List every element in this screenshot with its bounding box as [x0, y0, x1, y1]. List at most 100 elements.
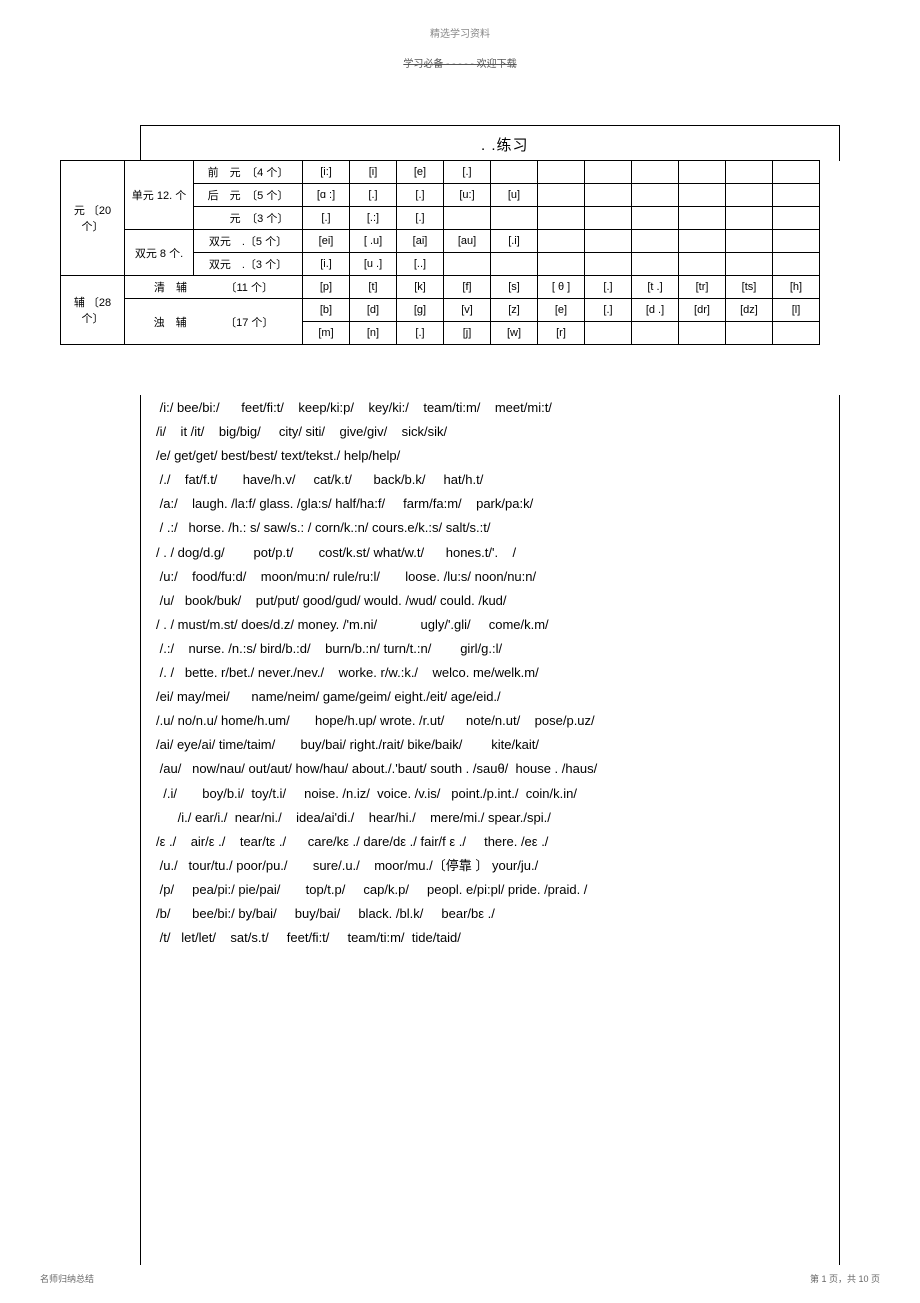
content-line: /b/ bee/bi:/ by/bai/ buy/bai/ black. /bl… [156, 903, 829, 925]
cell [632, 322, 679, 345]
cell [538, 253, 585, 276]
cell: 前 元 〔4 个〕 [194, 161, 303, 184]
cell [491, 207, 538, 230]
cell [773, 253, 820, 276]
content-line: /.:/ nurse. /n.:s/ bird/b.:d/ burn/b.:n/… [156, 638, 829, 660]
cell: [u .] [350, 253, 397, 276]
title-text: . .练习 [481, 134, 529, 155]
cell [491, 161, 538, 184]
cell: [ai] [397, 230, 444, 253]
cell: [e] [538, 299, 585, 322]
content-line: / .:/ horse. /h.: s/ saw/s.: / corn/k.:n… [156, 517, 829, 539]
cell: [.] [444, 161, 491, 184]
cell [726, 322, 773, 345]
cell [538, 207, 585, 230]
cell [585, 253, 632, 276]
cell [773, 230, 820, 253]
cell [585, 207, 632, 230]
content-line: /i./ ear/i./ near/ni./ idea/ai'di./ hear… [156, 807, 829, 829]
cell [444, 207, 491, 230]
cell: [i:] [303, 161, 350, 184]
cell: [h] [773, 276, 820, 299]
table-row: 浊 辅 〔17 个〕 [b] [d] [g] [v] [z] [e] [.] [… [61, 299, 820, 322]
footer-left: 名师归纳总结 [40, 1272, 94, 1285]
cell [632, 161, 679, 184]
cell [632, 207, 679, 230]
cell: [.] [303, 207, 350, 230]
cell [632, 253, 679, 276]
footer-right: 第 1 页，共 10 页 [810, 1272, 880, 1285]
cell: [s] [491, 276, 538, 299]
cell: [z] [491, 299, 538, 322]
cell: [w] [491, 322, 538, 345]
cell: [k] [397, 276, 444, 299]
cell: [r] [538, 322, 585, 345]
content-line: /ai/ eye/ai/ time/taim/ buy/bai/ right./… [156, 734, 829, 756]
cell: [ .u] [350, 230, 397, 253]
content-line: /a:/ laugh. /la:f/ glass. /gla:s/ half/h… [156, 493, 829, 515]
cell: [m] [303, 322, 350, 345]
content-line: /.u/ no/n.u/ home/h.um/ hope/h.up/ wrote… [156, 710, 829, 732]
cell: [g] [397, 299, 444, 322]
cell: [au] [444, 230, 491, 253]
cell [679, 184, 726, 207]
cell: [p] [303, 276, 350, 299]
cell [726, 184, 773, 207]
cell [679, 253, 726, 276]
cell: [ɑ :] [303, 184, 350, 207]
cell [585, 161, 632, 184]
cell: [u] [491, 184, 538, 207]
cell: [.] [585, 299, 632, 322]
content-line: /./ fat/f.t/ have/h.v/ cat/k.t/ back/b.k… [156, 469, 829, 491]
cell [679, 230, 726, 253]
content-line: /ei/ may/mei/ name/neim/ game/geim/ eigh… [156, 686, 829, 708]
content-line: /au/ now/nau/ out/aut/ how/hau/ about./.… [156, 758, 829, 780]
table-row: 元 〔20 个〕 单元 12. 个 前 元 〔4 个〕 [i:] [i] [e]… [61, 161, 820, 184]
cell: [e] [397, 161, 444, 184]
cell: [i.] [303, 253, 350, 276]
cell [726, 230, 773, 253]
cell: [n] [350, 322, 397, 345]
cell [679, 207, 726, 230]
content-line: /ε ./ air/ε ./ tear/tε ./ care/kε ./ dar… [156, 831, 829, 853]
cell: [v] [444, 299, 491, 322]
cell [679, 322, 726, 345]
cell: [t .] [632, 276, 679, 299]
cell [538, 230, 585, 253]
cell [538, 161, 585, 184]
cell [726, 253, 773, 276]
content-line: / . / dog/d.g/ pot/p.t/ cost/k.st/ what/… [156, 542, 829, 564]
cell [773, 161, 820, 184]
content-line: /i/ it /it/ big/big/ city/ siti/ give/gi… [156, 421, 829, 443]
cell: 双元 8 个. [125, 230, 194, 276]
table-row: 双元 8 个. 双元 .〔5 个〕 [ei] [ .u] [ai] [au] [… [61, 230, 820, 253]
cell: [d .] [632, 299, 679, 322]
cell [632, 184, 679, 207]
cell: [.] [350, 184, 397, 207]
table-row: 辅 〔28 个〕 清 辅 〔11 个〕 [p] [t] [k] [f] [s] … [61, 276, 820, 299]
cell: [j] [444, 322, 491, 345]
cell [679, 161, 726, 184]
page: 精选学习资料 学习必备 - - - - - 欢迎下载 . .练习 元 〔20 个… [0, 0, 920, 1303]
cell: [.] [397, 184, 444, 207]
cell [585, 230, 632, 253]
content-line: /p/ pea/pi:/ pie/pai/ top/t.p/ cap/k.p/ … [156, 879, 829, 901]
cell: [ei] [303, 230, 350, 253]
cell [773, 207, 820, 230]
cell: 后 元 〔5 个〕 [194, 184, 303, 207]
cell: [t] [350, 276, 397, 299]
cell [726, 161, 773, 184]
cell: [ θ ] [538, 276, 585, 299]
content-line: /u/ book/buk/ put/put/ good/gud/ would. … [156, 590, 829, 612]
content-line: / . / must/m.st/ does/d.z/ money. /'m.ni… [156, 614, 829, 636]
content-line: /i:/ bee/bi:/ feet/fi:t/ keep/ki:p/ key/… [156, 397, 829, 419]
content-line: /u./ tour/tu./ poor/pu./ sure/.u./ moor/… [156, 855, 829, 877]
cell: [dr] [679, 299, 726, 322]
cell: [..] [397, 253, 444, 276]
header-small: 精选学习资料 [0, 25, 920, 40]
cell: [i] [350, 161, 397, 184]
cell [585, 322, 632, 345]
cell [726, 207, 773, 230]
cell: [dz] [726, 299, 773, 322]
cell: [.:] [350, 207, 397, 230]
